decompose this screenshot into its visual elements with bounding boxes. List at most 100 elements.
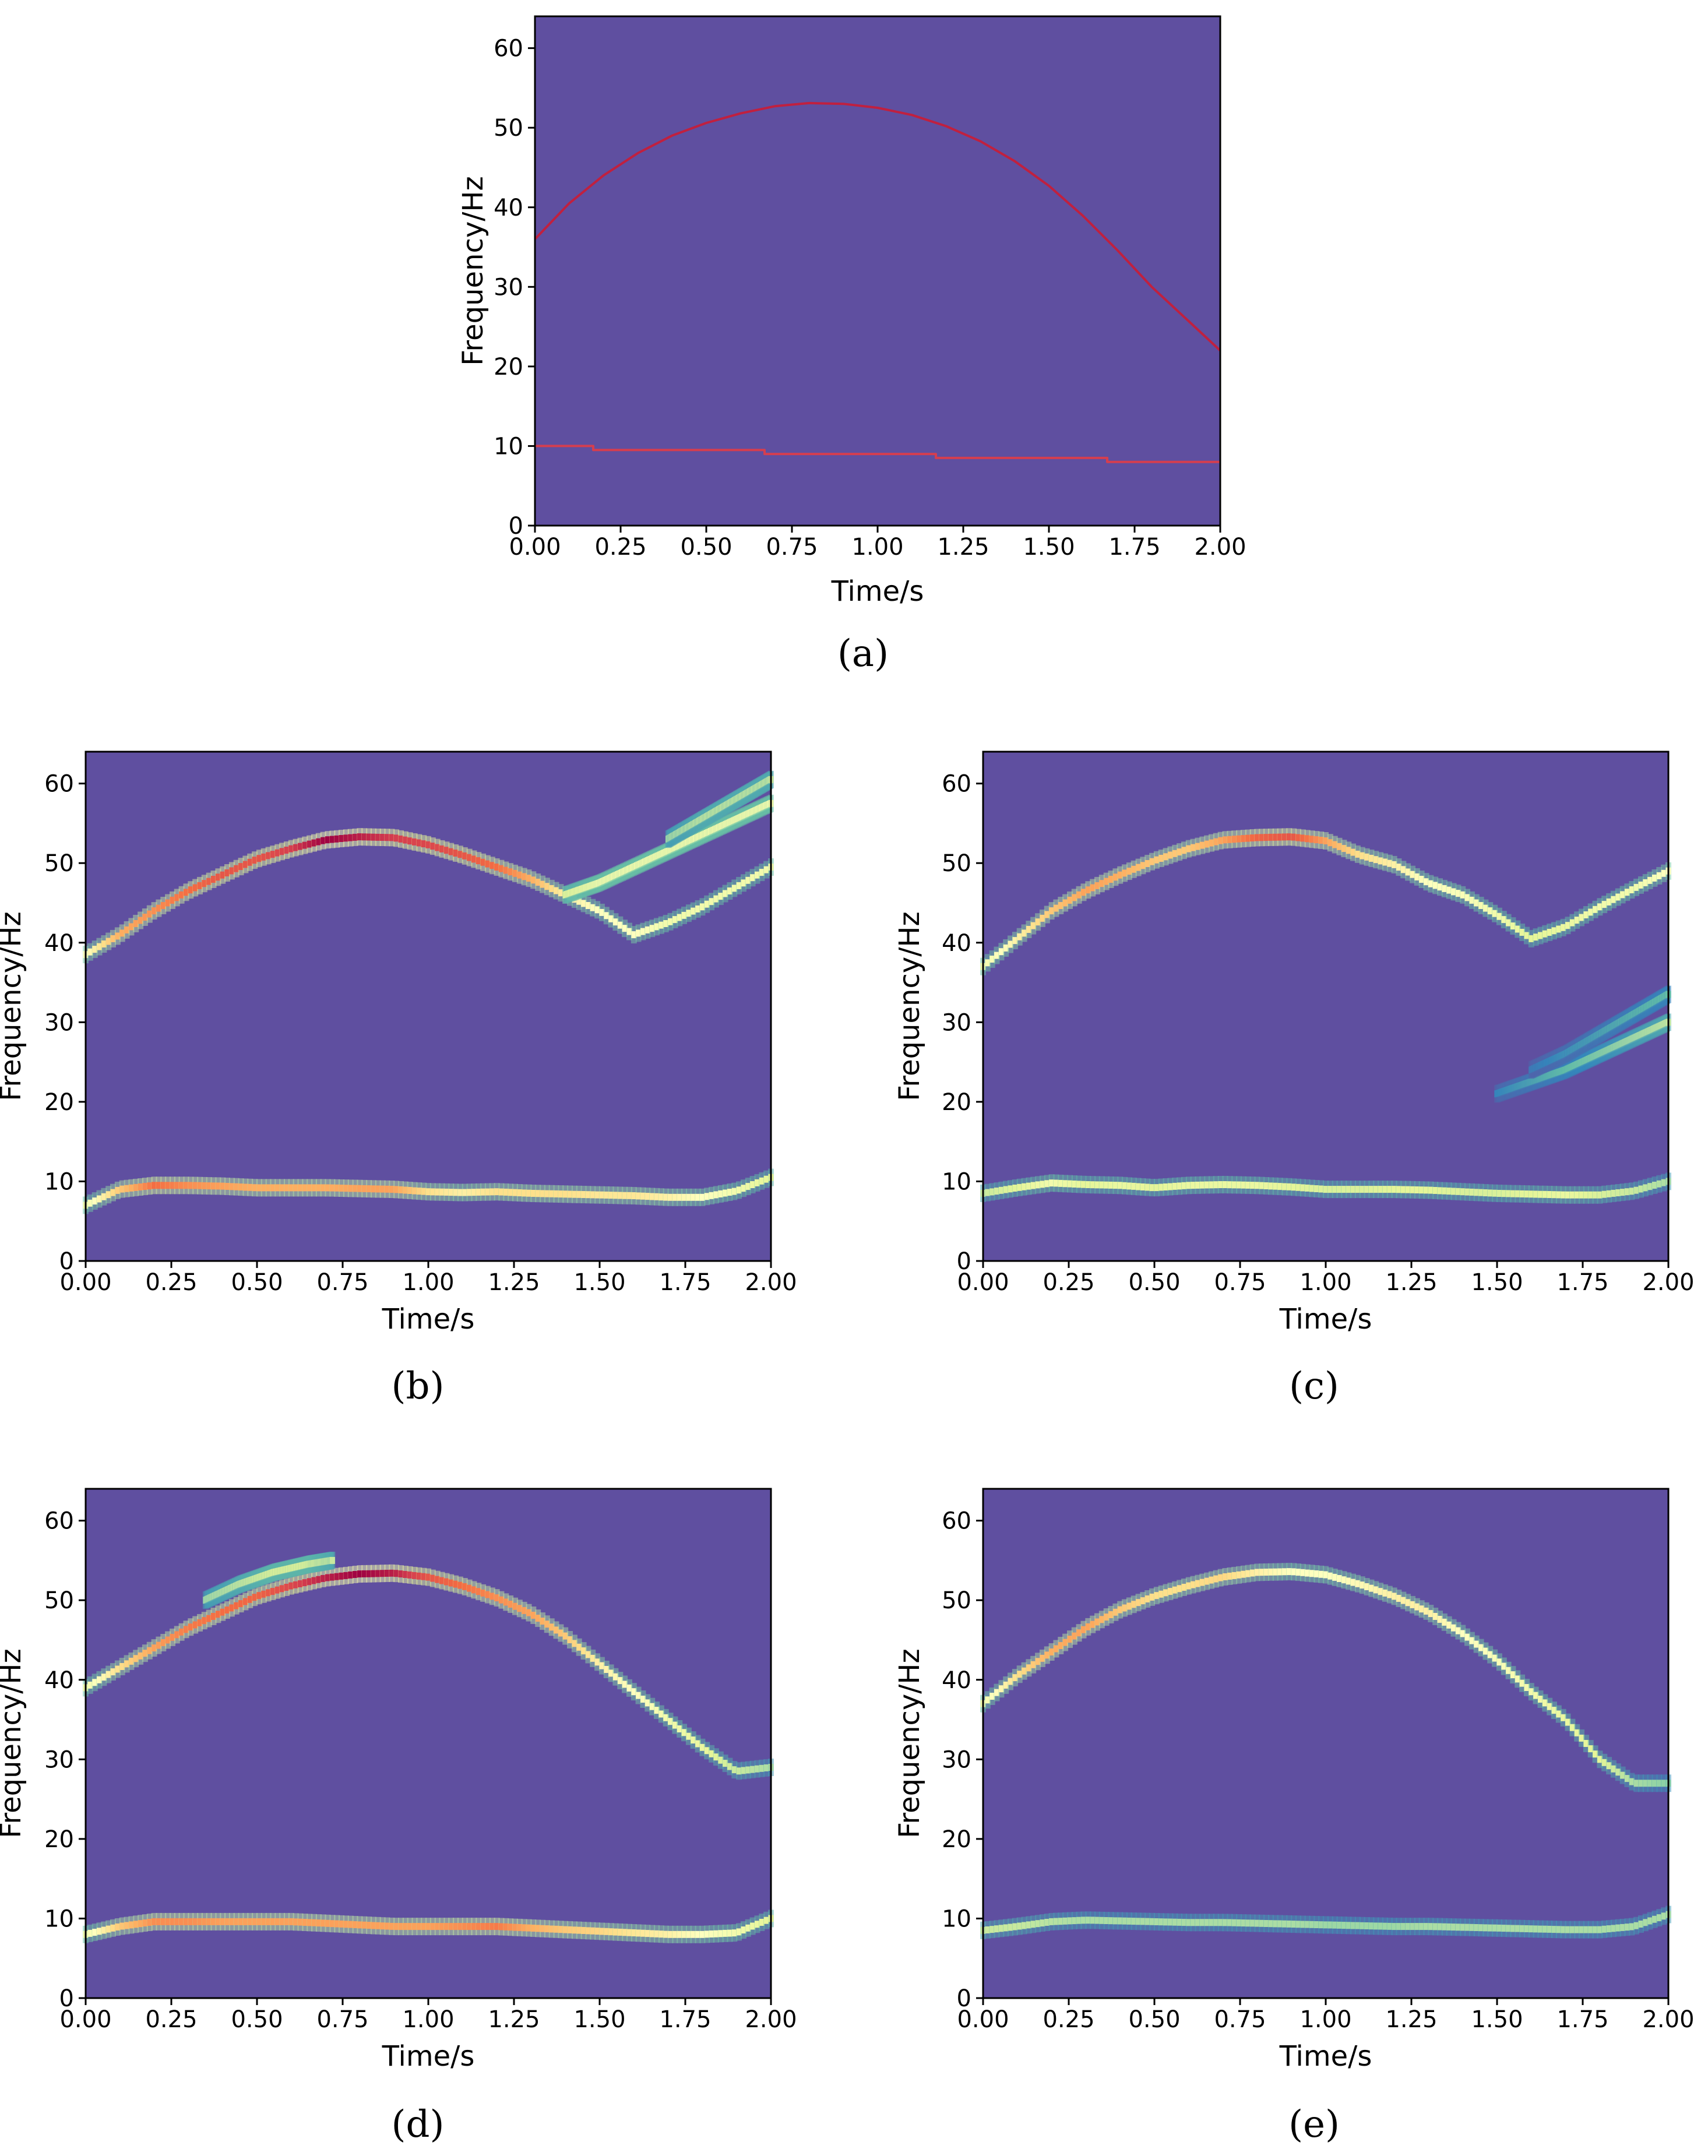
ridge-cell <box>284 1918 290 1925</box>
ridge-cell <box>311 1919 317 1926</box>
ridge-cell <box>1487 1651 1493 1658</box>
ridge-cell <box>718 1190 724 1197</box>
ridge-cell <box>316 1919 322 1927</box>
ridge-cell <box>1501 1190 1507 1197</box>
ridge-cell <box>1104 1614 1110 1621</box>
ridge-cell <box>572 1640 577 1647</box>
ridge-cell <box>503 1923 509 1930</box>
ridge-cell <box>298 1184 303 1192</box>
ridge-cell <box>128 1921 134 1929</box>
ridge-cell <box>1158 1183 1164 1191</box>
x-tick-label: 0.00 <box>957 1269 1009 1296</box>
ridge-cell <box>1565 922 1570 929</box>
ridge-cell <box>1117 871 1123 879</box>
ridge-cell <box>220 1608 226 1616</box>
ridge-cell <box>206 1615 212 1622</box>
ridge-cell <box>1400 1597 1406 1604</box>
ridge-cell <box>184 1626 189 1633</box>
ridge-cell <box>562 1190 568 1198</box>
ridge-cell <box>1638 1780 1644 1787</box>
ridge-cell <box>325 1184 330 1192</box>
ridge-cell <box>562 1926 568 1933</box>
y-tick-label: 10 <box>942 1905 971 1932</box>
ridge-cell <box>1268 833 1274 841</box>
ridge-cell <box>1387 1591 1393 1598</box>
ridge-cell <box>713 1191 719 1199</box>
ridge-cell <box>307 840 312 848</box>
ridge-cell <box>1373 1186 1379 1193</box>
ridge-cell <box>1547 1703 1552 1710</box>
ridge-cell <box>348 1571 354 1579</box>
ridge-cell <box>1195 1181 1200 1189</box>
ridge-cell <box>1579 1734 1584 1742</box>
ridge-cell <box>549 1623 555 1631</box>
ridge-cell <box>599 1662 605 1669</box>
ridge-cell <box>192 1182 198 1189</box>
ridge-cell <box>713 895 719 903</box>
ridge-cell <box>453 1580 459 1588</box>
y-tick-label: 40 <box>494 195 523 221</box>
ridge-cell <box>1199 1919 1205 1926</box>
ridge-cell <box>467 854 473 861</box>
ridge-cell <box>435 1923 441 1930</box>
ridge-cell <box>1638 1185 1644 1193</box>
ridge-cell <box>658 1193 664 1201</box>
ridge-cell <box>736 882 742 889</box>
ridge-cell <box>1405 1599 1411 1607</box>
ridge-cell <box>348 834 354 841</box>
ridge-cell <box>1300 834 1306 842</box>
ridge-cell <box>1346 1577 1351 1585</box>
ridge-cell <box>1017 1183 1023 1191</box>
ridge-cell <box>1008 1678 1013 1685</box>
ridge-cell <box>517 871 523 879</box>
ridge-cell <box>1332 841 1338 848</box>
ridge-cell <box>124 1922 130 1929</box>
ridge-cell <box>1245 1570 1251 1577</box>
ridge-cell <box>1455 890 1461 897</box>
ridge-cell <box>649 925 655 932</box>
ridge-cell <box>1364 1583 1370 1590</box>
ridge-cell <box>636 1692 642 1699</box>
ridge-cell <box>321 1919 326 1927</box>
y-axis-label: Frequency/Hz <box>457 176 489 365</box>
ridge-cell <box>1643 879 1649 886</box>
x-tick-label: 0.25 <box>1043 2006 1094 2033</box>
ridge-cell <box>311 1184 317 1192</box>
ridge-cell <box>759 1764 765 1772</box>
ridge-cell <box>1126 1917 1132 1925</box>
ridge-cell <box>1624 1188 1630 1196</box>
ridge-cell <box>152 1644 157 1652</box>
ridge-cell <box>1305 1569 1311 1577</box>
ridge-cell <box>229 1604 235 1612</box>
ridge-cell <box>1606 898 1612 906</box>
ridge-cell <box>1661 1179 1667 1186</box>
ridge-cell <box>1035 918 1041 926</box>
ridge-cell <box>691 1736 696 1744</box>
ridge-cell <box>1313 1185 1319 1192</box>
ridge-cell <box>1149 858 1155 865</box>
ridge-cell <box>1606 1190 1612 1197</box>
ridge-cell <box>384 834 390 841</box>
ridge-cell <box>1177 1585 1182 1593</box>
ridge-cell <box>1049 1918 1055 1925</box>
ridge-cell <box>1455 1188 1461 1195</box>
x-tick-label: 1.00 <box>1300 2006 1351 2033</box>
ridge-cell <box>608 915 614 922</box>
ridge-cell <box>425 1188 431 1196</box>
ridge-cell <box>1547 1191 1552 1198</box>
ridge-cell <box>1561 924 1566 931</box>
ridge-cell <box>421 1573 427 1580</box>
ridge-cell <box>1482 1924 1488 1932</box>
ridge-cell <box>585 1651 591 1658</box>
ridge-cell <box>631 1192 637 1199</box>
ridge-cell <box>1652 1780 1657 1787</box>
ridge-cell <box>393 1186 399 1193</box>
ridge-cell <box>1396 1923 1401 1930</box>
ridge-cell <box>1072 1917 1077 1925</box>
ridge-cell <box>1291 1921 1297 1928</box>
ridge-cell <box>256 1592 262 1600</box>
ridge-cell <box>1464 1188 1470 1196</box>
ridge-cell <box>645 1699 650 1707</box>
ridge-cell <box>677 1930 682 1938</box>
ridge-cell <box>1140 1183 1146 1190</box>
